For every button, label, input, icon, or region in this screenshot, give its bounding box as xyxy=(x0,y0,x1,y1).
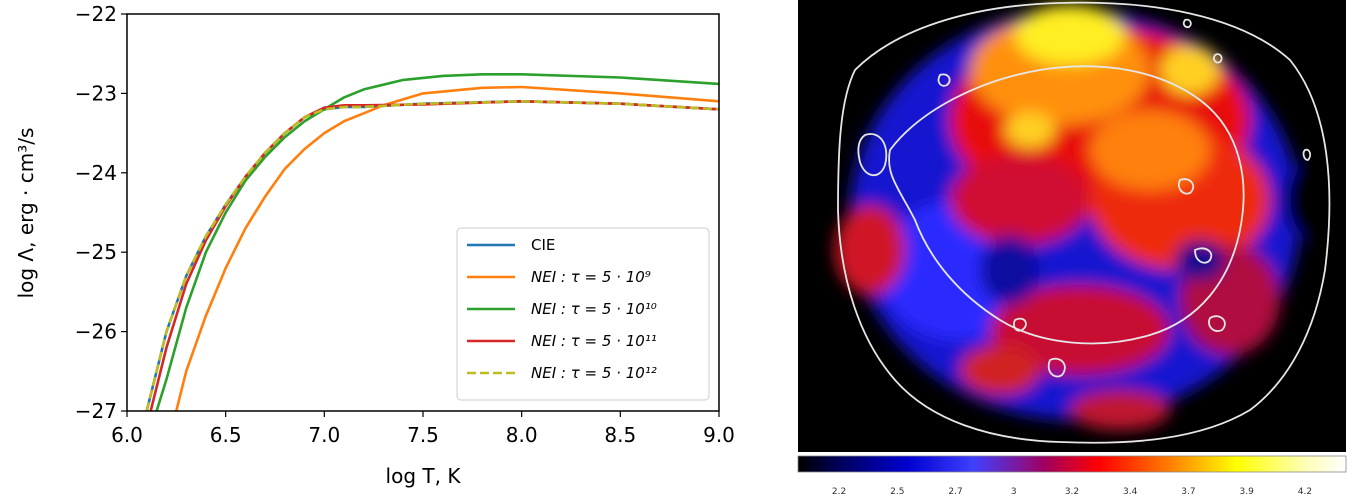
x-tick-label: 6.0 xyxy=(111,423,143,447)
colorbar-tick-label: 3 xyxy=(1011,487,1017,497)
colorbar-tick-label: 3.7 xyxy=(1181,487,1195,497)
colorbar-tick-label: 3.4 xyxy=(1123,487,1138,497)
x-tick-label: 8.5 xyxy=(604,423,636,447)
colorbar-tick-label: 2.5 xyxy=(890,487,904,497)
x-tick-label: 8.0 xyxy=(506,423,538,447)
contour-lines xyxy=(837,1,1331,444)
line-chart: 6.0 6.5 7.0 7.5 8.0 8.5 9.0 −22 −23 −24 −25 −26 −27… xyxy=(14,2,735,488)
x-tick-label: 7.5 xyxy=(407,423,439,447)
colorbar-tick-label: 3.9 xyxy=(1240,487,1255,497)
y-tick-label: −23 xyxy=(75,81,117,105)
x-tick-label: 7.0 xyxy=(308,423,340,447)
series-line-3 xyxy=(155,73,719,411)
x-tick-label: 9.0 xyxy=(703,423,735,447)
colorbar-tick-label: 4.2 xyxy=(1298,487,1312,497)
legend: CIE NEI : τ = 5 · 10⁹ NEI : τ = 5 · 10¹⁰ NE… xyxy=(456,227,710,401)
legend-label-2: NEI : τ = 5 · 10⁹ xyxy=(531,268,651,286)
colorbar-ticks: 2.2 2.5 2.7 3 3.2 3.4 3.7 3.9 4.2 xyxy=(832,487,1312,497)
series-line-2 xyxy=(175,85,719,411)
y-axis: −22 −23 −24 −25 −26 −27 xyxy=(75,2,127,423)
colorbar xyxy=(797,455,1347,473)
y-tick-label: −22 xyxy=(75,2,117,26)
y-tick-label: −24 xyxy=(75,161,117,185)
x-axis-label: log T, K xyxy=(386,464,462,488)
legend-box xyxy=(456,227,710,401)
colorbar-tick-label: 3.2 xyxy=(1065,487,1079,497)
y-tick-label: −26 xyxy=(75,320,117,344)
legend-label-5: NEI : τ = 5 · 10¹² xyxy=(531,364,657,382)
colorbar-tick-label: 2.2 xyxy=(832,487,846,497)
legend-label-3: NEI : τ = 5 · 10¹⁰ xyxy=(531,300,657,318)
heatmap-panel: 2.2 2.5 2.7 3 3.2 3.4 3.7 3.9 4.2 xyxy=(797,0,1347,497)
series-line-5 xyxy=(145,100,719,411)
x-axis: 6.0 6.5 7.0 7.5 8.0 8.5 9.0 xyxy=(111,411,735,447)
y-tick-label: −27 xyxy=(75,399,117,423)
series-group xyxy=(145,73,719,411)
y-tick-label: −25 xyxy=(75,240,117,264)
y-axis-label: log Λ, erg · cm³/s xyxy=(14,128,38,299)
x-tick-label: 6.5 xyxy=(210,423,242,447)
heatmap-image xyxy=(798,1,1335,444)
colorbar-tick-label: 2.7 xyxy=(948,487,962,497)
legend-label-4: NEI : τ = 5 · 10¹¹ xyxy=(531,332,657,350)
legend-label-1: CIE xyxy=(531,236,555,254)
